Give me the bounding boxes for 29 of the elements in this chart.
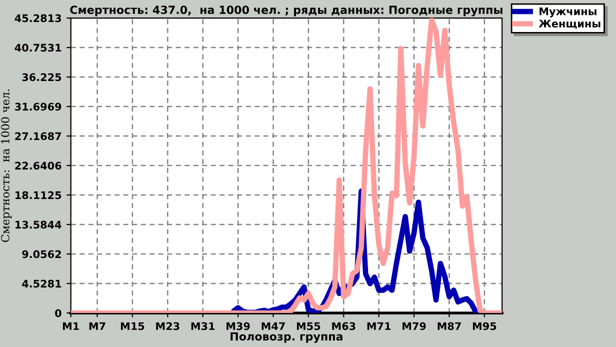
x-tick-label: M7 (89, 322, 106, 330)
legend-label: Мужчины (540, 8, 596, 18)
y-axis-title: Смертность: на 1000 чел. (1, 89, 12, 242)
y-tick-label: 40.7531 (14, 44, 62, 52)
x-tick-label: M23 (156, 322, 180, 330)
y-tick-label: 27.1687 (15, 132, 61, 140)
y-tick-label: 9.0562 (22, 250, 61, 258)
x-tick-label: M39 (226, 322, 250, 330)
x-tick-label: M71 (367, 322, 391, 330)
x-axis-title: Половозр. группа (230, 332, 342, 343)
legend-label: Женщины (538, 20, 600, 29)
x-tick-label: M55 (296, 322, 320, 330)
x-tick-label: M47 (262, 322, 285, 330)
y-tick-label: 22.6406 (15, 162, 62, 170)
y-tick-label: 31.6969 (15, 102, 62, 111)
y-tick-label: 45.2813 (14, 14, 61, 22)
x-tick-label: M31 (191, 322, 215, 330)
x-tick-label: M79 (402, 322, 426, 330)
chart-title: Смертность: 437.0, на 1000 чел. ; ряды данных: Погодные группы (70, 6, 502, 16)
y-tick-label: 4.5281 (22, 280, 62, 288)
x-tick-label: M15 (120, 322, 144, 330)
y-tick-label: 18.1125 (16, 191, 62, 200)
x-tick-label: M87 (438, 322, 461, 330)
y-tick-label: 13.5844 (16, 220, 62, 229)
y-tick-label: 36.225 (22, 73, 62, 82)
x-tick-label: M1 (62, 322, 79, 330)
x-tick-label: M95 (472, 322, 496, 330)
y-tick-label: 0 (55, 309, 62, 318)
x-tick-label: M63 (332, 322, 356, 330)
